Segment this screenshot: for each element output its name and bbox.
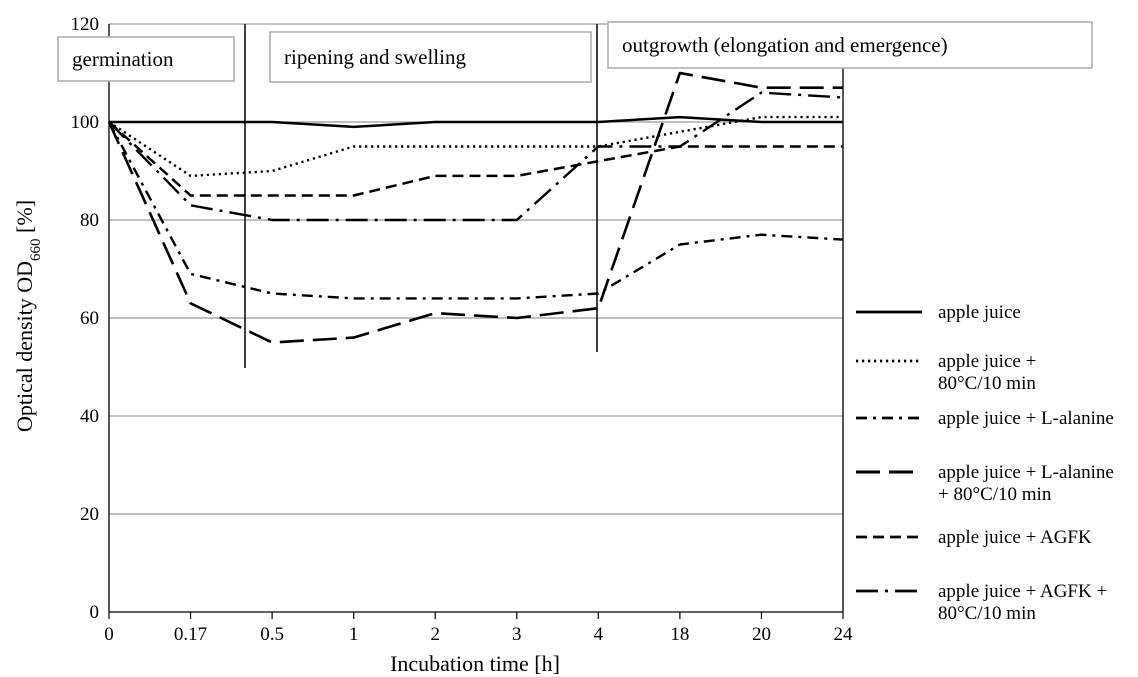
x-tick-label-1: 1 [349, 624, 359, 645]
series-line-5 [108, 121, 843, 197]
x-tick-label-2: 2 [430, 624, 440, 645]
y-tick-label-40: 40 [80, 406, 99, 427]
y-axis-title: Optical density OD660 [%] [12, 200, 44, 432]
legend-label-6: apple juice + AGFK +80°C/10 min [938, 581, 1107, 624]
legend-label-line: apple juice [938, 302, 1021, 323]
legend-label-line: 80°C/10 min [938, 603, 1036, 624]
legend-label-line: 80°C/10 min [938, 373, 1036, 394]
y-tick-label-20: 20 [80, 504, 99, 525]
phase-box-2 [269, 31, 592, 83]
x-tick-label-4: 4 [594, 624, 604, 645]
y-tick-label-100: 100 [71, 112, 100, 133]
y-tick-label-120: 120 [71, 14, 100, 35]
series-line-2 [108, 115, 843, 178]
legend-label-3: apple juice + L-alanine [938, 408, 1114, 429]
phase-box-3 [607, 21, 1093, 69]
series-line-4 [107, 71, 843, 344]
x-tick-label-18: 18 [670, 624, 689, 645]
x-tick-label-24: 24 [834, 624, 854, 645]
x-tick-label-0: 0 [104, 624, 114, 645]
series-line-3 [107, 121, 844, 300]
legend-label-2: apple juice +80°C/10 min [938, 351, 1036, 394]
legend-label-line: apple juice + L-alanine [938, 462, 1114, 483]
x-tick-label-0.17: 0.17 [174, 624, 207, 645]
x-tick-label-3: 3 [512, 624, 522, 645]
legend-label-line: apple juice + L-alanine [938, 408, 1114, 429]
y-axis-title-unit: [%] [12, 200, 37, 238]
x-tick-label-20: 20 [752, 624, 771, 645]
y-tick-label-0: 0 [90, 602, 100, 623]
y-axis-title-subscript: 660 [28, 238, 44, 261]
phase-label-1: germination [72, 47, 174, 71]
legend-label-4: apple juice + L-alanine + 80°C/10 min [938, 462, 1114, 505]
legend-label-5: apple juice + AGFK [938, 527, 1092, 548]
legend-label-line: apple juice + AGFK + [938, 581, 1107, 602]
gridlines [109, 23, 843, 515]
legend-label-line: apple juice + [938, 351, 1036, 372]
legend-label-line: apple juice + AGFK [938, 527, 1092, 548]
legend-label-1: apple juice [938, 302, 1021, 323]
y-tick-label-60: 60 [80, 308, 99, 329]
legend-label-line: + 80°C/10 min [938, 484, 1052, 505]
y-tick-label-80: 80 [80, 210, 99, 231]
series-lines [107, 71, 844, 344]
y-axis-title-main: Optical density OD [12, 261, 37, 432]
phase-label-3: outgrowth (elongation and emergence) [622, 33, 948, 57]
phase-annotations: germination ripening and swelling outgrowt… [57, 21, 1093, 368]
phase-label-2: ripening and swelling [284, 45, 466, 69]
series-line-6 [108, 91, 844, 222]
x-tick-label-0.5: 0.5 [260, 624, 284, 645]
x-axis-title: Incubation time [h] [390, 651, 560, 676]
phase-box-1 [57, 36, 235, 82]
